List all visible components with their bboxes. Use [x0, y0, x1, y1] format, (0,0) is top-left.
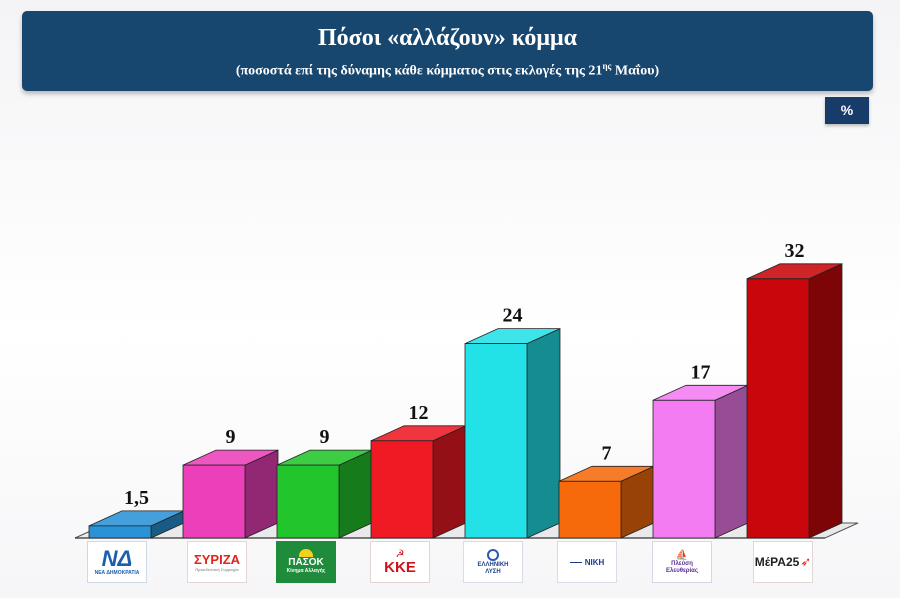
logo-plefsi-eleftherias: ⛵ Πλεύση Ελευθερίας — [652, 541, 712, 583]
logo-pasok-mark: ΠΑΣΟΚ — [288, 557, 324, 568]
logo-plefsi-line1: Πλεύση — [671, 560, 693, 567]
logo-niki-mark: ΝΙΚΗ — [584, 557, 605, 567]
bar — [464, 343, 528, 539]
subtitle-text-end: Μαΐου) — [611, 63, 660, 79]
logo-elliniki-lysi-line1: ΕΛΛΗΝΙΚΗ — [477, 561, 509, 568]
data-label: 17 — [691, 361, 711, 383]
logo-elliniki-lysi-line2: ΛΥΣΗ — [485, 568, 501, 575]
hammer-sickle-icon: ☭ — [395, 549, 405, 560]
data-label: 12 — [409, 402, 429, 424]
niki-line-icon — [569, 561, 582, 563]
bar — [276, 464, 340, 539]
bar-side — [808, 263, 843, 539]
data-label: 24 — [503, 305, 523, 327]
subtitle-text: (ποσοστά επί της δύναμης κάθε κόμματος σ… — [235, 63, 603, 79]
logo-kke-mark: ΚΚΕ — [384, 559, 416, 576]
elliniki-lysi-emblem-icon — [487, 548, 499, 561]
logo-pasok-text: Κίνημα Αλλαγής — [286, 568, 326, 574]
logo-elliniki-lysi: ΕΛΛΗΝΙΚΗ ΛΥΣΗ — [463, 541, 523, 583]
chart-title: Πόσοι «αλλάζουν» κόμμα — [317, 25, 578, 51]
bar — [88, 525, 152, 539]
logo-syriza-text: Προοδευτική Συμμαχία — [195, 566, 239, 572]
plefsi-ship-icon: ⛵ — [675, 549, 689, 561]
logo-syriza: ΣΥΡΙΖΑ Προοδευτική Συμμαχία — [187, 541, 247, 583]
subtitle-ordinal-suffix: ης — [602, 61, 612, 71]
logo-mera25: ΜέΡΑ25 ➶ — [753, 541, 813, 583]
logo-nd: ΝΔ ΝΕΑ ΔΗΜΟΚΡΑΤΙΑ — [87, 541, 147, 583]
data-label: 32 — [785, 240, 805, 262]
logo-niki: ΝΙΚΗ — [557, 541, 617, 583]
chart-header: Πόσοι «αλλάζουν» κόμμα (ποσοστά επί της … — [22, 11, 873, 91]
logo-mera25-mark: ΜέΡΑ25 — [754, 555, 800, 569]
data-label: 9 — [320, 426, 330, 448]
bar — [746, 278, 810, 539]
bar-side — [526, 327, 561, 539]
bar-side — [714, 384, 749, 539]
unit-badge: % — [825, 97, 869, 124]
mera25-arrow-icon: ➶ — [800, 554, 812, 569]
bar — [652, 399, 716, 539]
bar — [558, 480, 622, 539]
logo-syriza-mark: ΣΥΡΙΖΑ — [193, 551, 241, 567]
chart-subtitle: (ποσοστά επί της δύναμης κάθε κόμματος σ… — [22, 61, 873, 80]
data-label: 9 — [226, 426, 236, 448]
pasok-sun-icon — [299, 549, 313, 557]
data-label: 1,5 — [124, 487, 149, 509]
bar-side — [432, 425, 467, 539]
data-label: 7 — [602, 442, 612, 464]
logo-nd-text: ΝΕΑ ΔΗΜΟΚΡΑΤΙΑ — [94, 569, 140, 576]
logo-kke: ☭ ΚΚΕ — [370, 541, 430, 583]
logo-pasok: ΠΑΣΟΚ Κίνημα Αλλαγής — [276, 541, 336, 583]
bar — [370, 440, 434, 539]
bar — [182, 464, 246, 539]
logo-nd-mark: ΝΔ — [101, 545, 133, 571]
logo-plefsi-line2: Ελευθερίας — [666, 567, 698, 574]
